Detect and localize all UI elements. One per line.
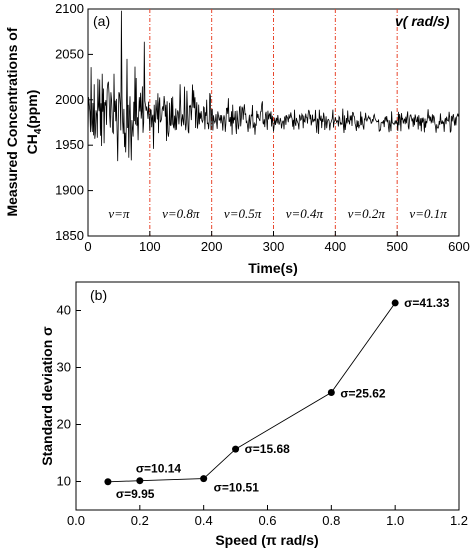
panel-a-y-axis-label-line2: CH4(ppm) — [24, 90, 44, 155]
ylabel-unit: (ppm) — [24, 90, 40, 129]
panel-b-label: (b) — [90, 287, 107, 303]
y-tick-label: 1900 — [55, 183, 84, 198]
y-tick-label: 10 — [57, 474, 71, 489]
y-tick-label: 2100 — [55, 1, 84, 16]
sigma-label: σ=41.33 — [404, 296, 450, 310]
panel-a-x-axis-label: Time(s) — [248, 260, 298, 276]
ylabel-ch: CH — [24, 134, 40, 154]
x-tick-label: 0.0 — [67, 513, 85, 528]
panel-b: 0.0 0.2 0.4 0.6 0.8 1.0 1.2 10 20 30 40 σ=9.95 σ=10… — [39, 281, 469, 548]
x-tick-label: 600 — [448, 239, 470, 254]
sigma-point — [327, 388, 335, 396]
ylabel-subscript: 4 — [33, 128, 44, 134]
panel-b-y-axis-label: Standard deviation σ — [39, 326, 55, 466]
segment-label: v=0.8π — [162, 206, 200, 221]
segment-label: v=π — [108, 206, 130, 221]
sigma-series: σ=9.95 σ=10.14 σ=10.51 σ=15.68 σ=25.62 σ=41.3… — [104, 296, 450, 501]
segment-label: v=0.5π — [224, 206, 262, 221]
panel-b-frame — [75, 281, 460, 511]
x-tick-label: 0 — [84, 239, 91, 254]
y-tick-label: 40 — [57, 303, 71, 318]
x-tick-label: 0.4 — [195, 513, 213, 528]
sigma-point — [232, 445, 240, 453]
y-tick-label: 1850 — [55, 228, 84, 243]
x-tick-label: 200 — [201, 239, 223, 254]
sigma-label: σ=10.14 — [136, 462, 182, 476]
segment-label: v=0.4π — [286, 206, 324, 221]
panel-b-x-axis-label: Speed (π rad/s) — [215, 532, 318, 548]
y-tick-label: 30 — [57, 360, 71, 375]
x-tick-label: 0.6 — [258, 513, 276, 528]
x-tick-label: 300 — [263, 239, 285, 254]
concentration-line — [87, 10, 459, 162]
y-tick-label: 2000 — [55, 92, 84, 107]
x-tick-label: 0.8 — [322, 513, 340, 528]
sigma-line — [107, 302, 396, 483]
concentration-series — [87, 10, 459, 162]
x-tick-label: 500 — [386, 239, 408, 254]
x-tick-label: 100 — [139, 239, 161, 254]
x-tick-label: 0.2 — [131, 513, 149, 528]
segment-label: v=0.1π — [409, 206, 447, 221]
sigma-point — [104, 478, 112, 486]
panel-b-ticks: 0.0 0.2 0.4 0.6 0.8 1.0 1.2 10 20 30 40 — [57, 303, 469, 529]
sigma-label: σ=25.62 — [340, 386, 386, 400]
sigma-label: σ=9.95 — [116, 487, 155, 501]
panel-a-label: (a) — [93, 13, 110, 29]
sigma-label: σ=15.68 — [245, 442, 291, 456]
x-tick-label: 1.2 — [450, 513, 468, 528]
x-tick-label: 400 — [324, 239, 346, 254]
segment-label: v=0.2π — [348, 206, 386, 221]
sigma-point — [136, 477, 144, 485]
sigma-label: σ=10.51 — [214, 481, 260, 495]
y-tick-label: 1950 — [55, 137, 84, 152]
sigma-point — [391, 299, 399, 307]
y-tick-label: 20 — [57, 417, 71, 432]
panel-a-ticks: 0 100 200 300 400 500 600 1850 1900 1950 2000 2050 2… — [55, 1, 470, 254]
legend-v-rad-s: v( rad/s) — [395, 13, 450, 29]
panel-a: 0 100 200 300 400 500 600 1850 1900 1950 2000 2050 2… — [4, 1, 470, 276]
sigma-point — [200, 475, 208, 483]
panel-a-y-axis-label-line1: Measured Concentrations of — [4, 27, 20, 216]
x-tick-label: 1.0 — [386, 513, 404, 528]
segment-labels: v=π v=0.8π v=0.5π v=0.4π v=0.2π v=0.1π — [108, 206, 447, 221]
y-tick-label: 2050 — [55, 46, 84, 61]
segment-dividers — [149, 9, 398, 236]
